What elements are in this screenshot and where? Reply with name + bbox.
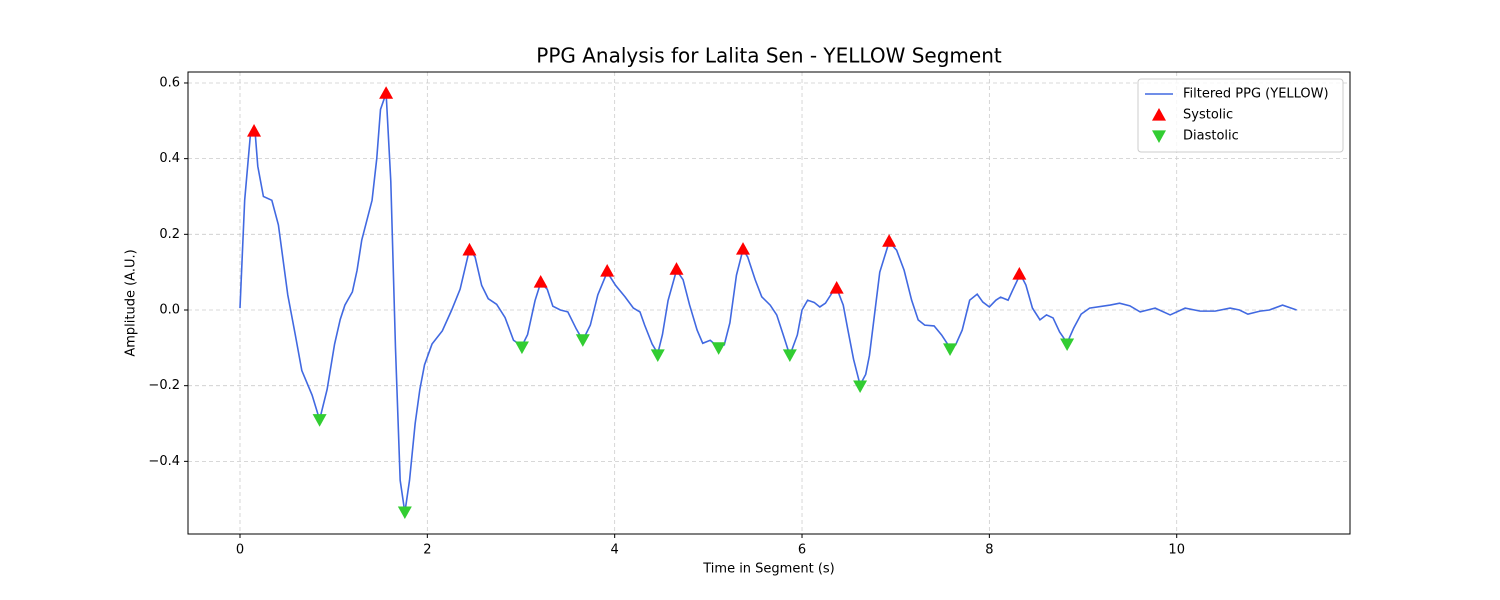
- marker: [575, 334, 590, 347]
- marker: [669, 262, 684, 275]
- y-tick-label: 0.4: [159, 151, 180, 166]
- legend-swatch: [1152, 130, 1166, 143]
- marker: [247, 124, 262, 137]
- y-tick-label: −0.4: [148, 454, 180, 469]
- x-tick-label: 10: [1168, 543, 1185, 558]
- marker: [650, 349, 665, 363]
- marker: [600, 264, 615, 277]
- legend-label: Diastolic: [1183, 129, 1239, 144]
- x-tick-label: 2: [423, 543, 431, 558]
- marker: [462, 242, 477, 256]
- marker: [943, 343, 958, 356]
- y-tick-label: 0.0: [159, 303, 180, 318]
- x-axis-label: Time in Segment (s): [702, 562, 834, 577]
- marker: [882, 234, 897, 247]
- marker: [711, 342, 726, 355]
- marker: [397, 506, 412, 520]
- marker: [514, 341, 529, 355]
- marker: [853, 380, 868, 394]
- x-tick-label: 8: [985, 543, 993, 558]
- plot-frame: [187, 71, 1351, 535]
- marker: [782, 349, 797, 363]
- x-tick-label: 0: [236, 543, 244, 558]
- x-tick-label: 6: [798, 543, 806, 558]
- legend-frame: [1137, 78, 1344, 153]
- marker: [312, 414, 327, 427]
- marker: [829, 281, 844, 294]
- y-axis-label: Amplitude (A.U.): [124, 249, 139, 356]
- marker: [379, 86, 394, 99]
- marker: [1060, 338, 1075, 352]
- chart-title: PPG Analysis for Lalita Sen - YELLOW Seg…: [536, 44, 1002, 68]
- x-tick-label: 4: [611, 543, 619, 558]
- legend-label: Systolic: [1183, 108, 1233, 123]
- legend-swatch: [1152, 108, 1166, 121]
- y-tick-label: 0.2: [159, 227, 180, 242]
- y-tick-label: 0.6: [159, 75, 180, 90]
- y-tick-label: −0.2: [148, 378, 180, 393]
- marker: [736, 242, 751, 255]
- line: [239, 92, 1297, 513]
- marker: [533, 275, 548, 288]
- legend: Filtered PPG (YELLOW) Systolic Diastolic: [1137, 78, 1344, 153]
- legend-label: Filtered PPG (YELLOW): [1183, 87, 1329, 102]
- marker: [1012, 267, 1027, 280]
